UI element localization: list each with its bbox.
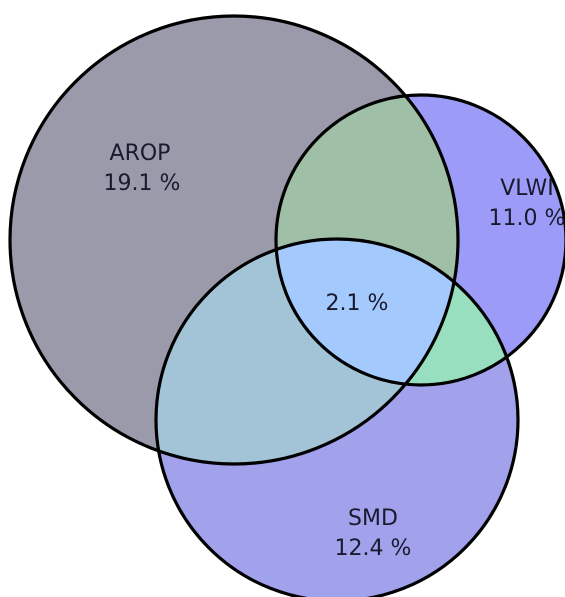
all-three-overlap <box>276 239 458 385</box>
arop-outline <box>8 14 460 466</box>
arop-value: 19.1 % <box>104 171 181 196</box>
smd-label: SMD <box>348 506 398 531</box>
smd-outline <box>154 237 520 597</box>
arop-label: AROP <box>110 141 171 166</box>
vlwi-label: VLWI <box>500 176 554 201</box>
vlwi-outline <box>274 93 565 387</box>
all-three-value: 2.1 % <box>326 291 389 316</box>
vlwi-value: 11.0 % <box>489 206 565 231</box>
smd-value: 12.4 % <box>335 536 412 561</box>
